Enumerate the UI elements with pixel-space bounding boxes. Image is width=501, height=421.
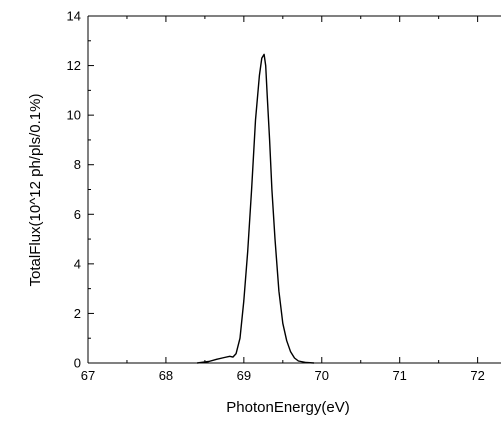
x-tick-label: 68 [159,368,173,383]
y-tick-label: 6 [74,207,81,222]
series-line-1 [197,53,315,364]
x-tick-label: 67 [81,368,95,383]
y-tick-label: 12 [67,58,81,73]
x-tick-label: 72 [470,368,484,383]
x-axis-label: PhotonEnergy(eV) [226,399,349,416]
y-tick-label: 2 [74,306,81,321]
y-tick-label: 0 [74,356,81,371]
y-tick-label: 10 [67,108,81,123]
series-layer [197,53,315,364]
x-tick-label: 70 [315,368,329,383]
y-axis-label: TotalFlux(10^12 ph/pls/0.1%) [27,94,44,287]
x-axis-ticks: 67 68 69 70 71 72 [81,16,485,383]
x-tick-label: 71 [392,368,406,383]
y-axis-ticks: 0 2 4 6 8 10 12 14 [67,9,94,371]
y-tick-label: 14 [67,9,81,24]
x-tick-label: 69 [237,368,251,383]
y-tick-label: 4 [74,256,81,271]
plot-frame [87,15,501,364]
y-tick-label: 8 [74,157,81,172]
